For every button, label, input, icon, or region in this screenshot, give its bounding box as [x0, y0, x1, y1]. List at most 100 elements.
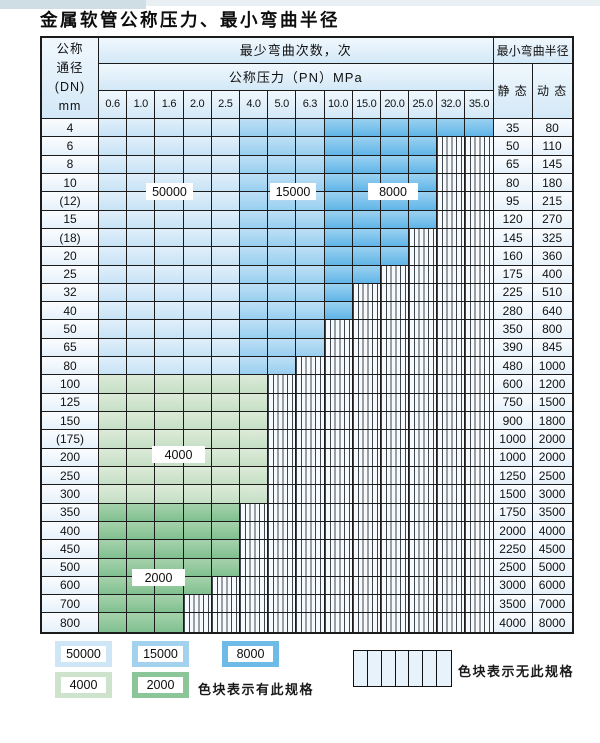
spec-cell: [296, 265, 325, 284]
spec-cell: [99, 466, 128, 486]
spec-cell: [437, 119, 466, 138]
spec-cell: [211, 265, 240, 284]
spec-cell: [155, 466, 184, 486]
spec-cell: [239, 265, 269, 284]
spec-cell: [324, 393, 353, 412]
spec-cell: [239, 137, 269, 156]
spec-cell: [239, 357, 269, 376]
spec-cell: [239, 283, 269, 303]
legend-no-spec-cell: [367, 651, 382, 686]
spec-cell: [239, 412, 269, 431]
static-cell: 4000: [493, 613, 533, 632]
spec-cell: [352, 155, 381, 174]
dynamic-cell: 845: [532, 338, 572, 358]
dn-cell: 450: [42, 540, 99, 559]
spec-cell: [99, 448, 128, 467]
spec-cell: [268, 412, 297, 431]
dynamic-cell: 640: [532, 302, 572, 321]
spec-cell: [465, 357, 494, 376]
spec-cell: [296, 558, 325, 577]
spec-cell: [465, 613, 494, 632]
spec-cell: [99, 320, 128, 339]
dn-cell: 125: [42, 393, 99, 412]
corner-header-line: 公称: [56, 42, 84, 56]
spec-cell: [211, 503, 240, 522]
spec-cell: [211, 521, 240, 541]
dn-cell: 150: [42, 412, 99, 431]
static-cell: 3500: [493, 595, 533, 614]
spec-cell: [211, 357, 240, 376]
spec-cell: [296, 503, 325, 522]
spec-cell: [296, 375, 325, 394]
spec-cell: [324, 247, 353, 266]
legend-no-spec-cell: [381, 651, 396, 686]
spec-cell: [352, 119, 381, 138]
dynamic-cell: 4000: [532, 521, 572, 541]
spec-cell: [239, 576, 269, 596]
spec-cell: [99, 576, 128, 596]
spec-cell: [465, 228, 494, 248]
spec-cell: [127, 430, 156, 449]
spec-cell: [268, 265, 297, 284]
spec-cell: [409, 393, 438, 412]
spec-cell: [211, 155, 240, 174]
pressure-value-cell: 4.0: [239, 91, 269, 119]
legend-no-spec-cell: [409, 651, 424, 686]
spec-cell: [296, 485, 325, 504]
spec-cell: [296, 393, 325, 412]
spec-cell: [268, 247, 297, 266]
spec-cell: [183, 540, 212, 559]
spec-cell: [465, 320, 494, 339]
pressure-value-cell: 32.0: [437, 91, 466, 119]
spec-cell: [99, 302, 128, 321]
spec-cell: [465, 210, 494, 229]
spec-cell: [352, 302, 381, 321]
corner-header-line: (DN): [54, 80, 86, 94]
spec-cell: [352, 595, 381, 614]
dn-cell: 700: [42, 595, 99, 614]
spec-cell: [155, 375, 184, 394]
spec-cell: [352, 485, 381, 504]
spec-cell: [380, 228, 410, 248]
spec-cell: [211, 302, 240, 321]
spec-cell: [155, 155, 184, 174]
spec-cell: [465, 338, 494, 358]
spec-cell: [239, 485, 269, 504]
spec-cell: [409, 320, 438, 339]
legend-swatch-label: 50000: [61, 646, 106, 662]
spec-cell: [465, 485, 494, 504]
spec-cell: [183, 595, 212, 614]
spec-cell: [296, 466, 325, 486]
spec-cell: [211, 375, 240, 394]
spec-cell: [183, 393, 212, 412]
spec-cell: [183, 576, 212, 596]
dynamic-cell: 145: [532, 155, 572, 174]
spec-cell: [409, 302, 438, 321]
legend-swatch: 4000: [55, 672, 112, 698]
dn-cell: 10: [42, 173, 99, 193]
dynamic-header: 动 态: [532, 64, 572, 119]
spec-cell: [409, 485, 438, 504]
spec-cell: [352, 558, 381, 577]
dn-cell: 500: [42, 558, 99, 577]
dn-cell: 25: [42, 265, 99, 284]
spec-cell: [183, 357, 212, 376]
top-strip: [0, 0, 600, 6]
spec-cell: [437, 558, 466, 577]
spec-cell: [465, 173, 494, 193]
spec-cell: [409, 210, 438, 229]
spec-cell: [296, 576, 325, 596]
dn-cell: 6: [42, 137, 99, 156]
spec-cell: [324, 375, 353, 394]
spec-cell: [324, 540, 353, 559]
spec-cell: [268, 155, 297, 174]
dynamic-cell: 2500: [532, 466, 572, 486]
spec-cell: [155, 521, 184, 541]
spec-cell: [409, 357, 438, 376]
spec-cell: [437, 595, 466, 614]
spec-cell: [127, 119, 156, 138]
spec-cell: [239, 338, 269, 358]
spec-cell: [409, 521, 438, 541]
spec-cell: [127, 521, 156, 541]
spec-cell: [352, 137, 381, 156]
